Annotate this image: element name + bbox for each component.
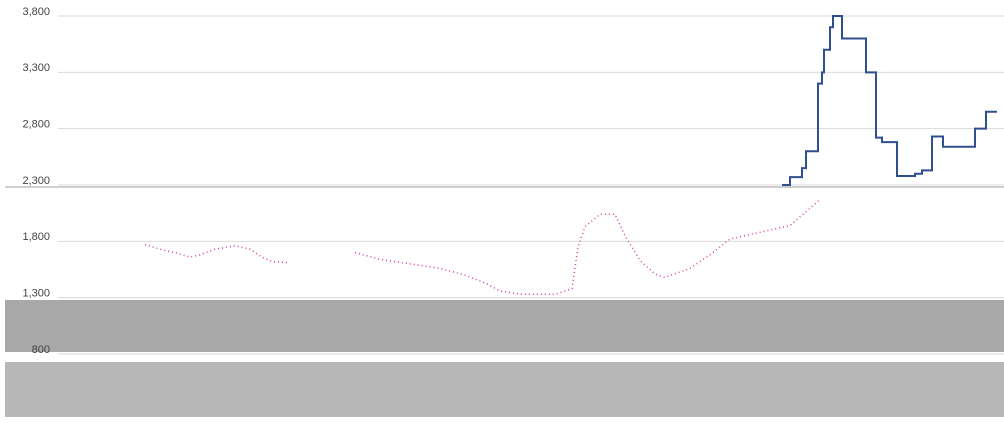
glitch-seam — [5, 186, 1004, 188]
y-tick-label: 3,800 — [22, 6, 50, 18]
glitch-axis-band — [5, 362, 1004, 417]
series-line — [782, 15, 997, 186]
y-tick-label: 800 — [32, 344, 50, 356]
y-tick-label: 2,300 — [22, 175, 50, 187]
series-line — [144, 243, 291, 264]
y-tick-label: 1,300 — [22, 288, 50, 300]
series-line — [354, 199, 821, 296]
y-tick-label: 2,800 — [22, 119, 50, 131]
glitch-block — [5, 300, 1004, 352]
y-tick-label: 1,800 — [22, 231, 50, 243]
y-tick-label: 3,300 — [22, 62, 50, 74]
